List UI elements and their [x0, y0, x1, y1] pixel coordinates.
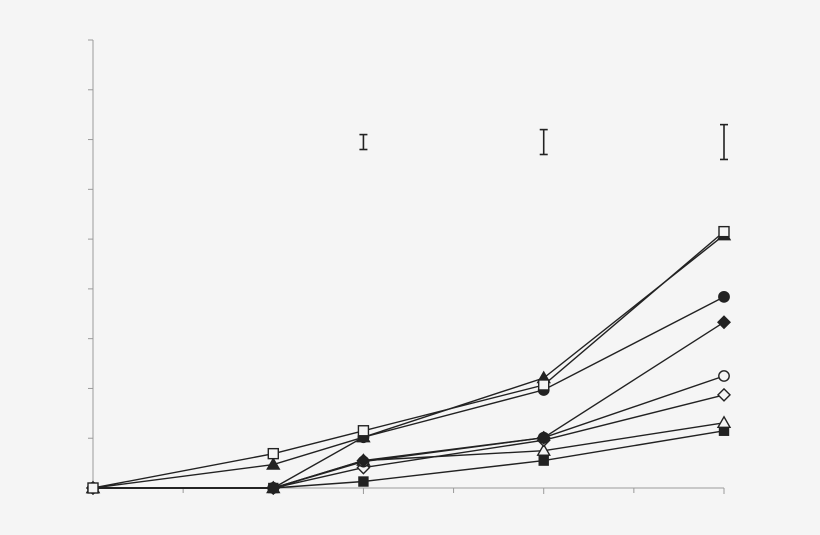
point-filled-triangle [356, 429, 371, 443]
point-filled-circle [267, 482, 280, 494]
point-open-square [87, 482, 99, 494]
point-open-triangle [536, 443, 551, 456]
error-bars [359, 123, 728, 161]
series-line-filled-diamond [93, 321, 725, 489]
point-filled-triangle [266, 457, 281, 470]
point-open-square [267, 447, 279, 460]
series-markers [85, 225, 732, 495]
series-lines [92, 231, 725, 489]
series-line-filled-triangle [92, 234, 725, 489]
series-line-open-square [92, 231, 725, 489]
point-filled-square [538, 455, 549, 466]
series-line-filled-square [93, 430, 725, 489]
point-open-circle [718, 370, 730, 382]
point-open-triangle [716, 415, 732, 428]
point-open-square [538, 379, 550, 391]
point-filled-diamond [717, 315, 731, 330]
point-filled-diamond [356, 453, 371, 468]
point-filled-square [358, 476, 369, 487]
series-line-open-circle [93, 375, 725, 489]
point-open-square [718, 225, 730, 238]
point-filled-diamond [536, 430, 551, 445]
series-line-filled-circle [93, 296, 725, 489]
point-open-diamond [717, 387, 731, 402]
point-filled-circle [718, 290, 730, 303]
point-open-square [357, 425, 370, 437]
